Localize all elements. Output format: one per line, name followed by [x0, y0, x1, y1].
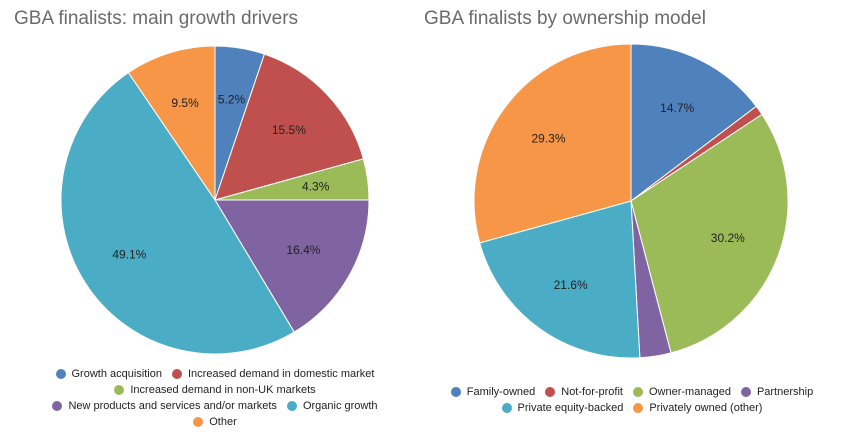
- legend-marker-icon: [633, 387, 643, 397]
- legend-item-other[interactable]: Other: [193, 416, 237, 428]
- legend-label: Growth acquisition: [71, 368, 163, 380]
- pie-slice-other: [127, 45, 216, 202]
- legend-row: New products and services and/or markets…: [0, 398, 430, 414]
- legend-item-new-products-and-services-and-or-markets[interactable]: New products and services and/or markets: [52, 400, 277, 412]
- legend-marker-icon: [193, 417, 204, 427]
- legend-marker-icon: [450, 387, 461, 397]
- legend-marker-icon: [172, 369, 182, 379]
- chart-title-ownership-model: GBA finalists by ownership model: [424, 8, 706, 29]
- legend-label: Increased demand in non-UK markets: [130, 384, 316, 396]
- legend-row: Other: [0, 414, 430, 430]
- data-label-other: 9.5%: [171, 96, 199, 110]
- legend-row: Private equity-backed Privately owned (ot…: [420, 400, 844, 416]
- data-label-growth-acquisition: 5.2%: [218, 93, 246, 107]
- legend-growth-drivers: Growth acquisition Increased demand in do…: [0, 366, 430, 430]
- legend-row: Family-owned Not-for-profit Owner-managed P…: [420, 384, 844, 400]
- legend-label: Partnership: [756, 386, 814, 398]
- legend-item-increased-demand-in-non-uk-markets[interactable]: Increased demand in non-UK markets: [114, 384, 316, 396]
- data-label-increased-demand-in-non-uk-markets: 4.3%: [302, 179, 330, 193]
- legend-item-partnership[interactable]: Partnership: [740, 386, 814, 398]
- legend-label: Owner-managed: [649, 386, 731, 398]
- legend-item-private-equity-backed[interactable]: Private equity-backed: [501, 402, 624, 414]
- legend-item-owner-managed[interactable]: Owner-managed: [633, 386, 731, 398]
- pie-slice-increased-demand-in-domestic-market: [214, 53, 365, 201]
- legend-label: Increased demand in domestic market: [188, 368, 375, 380]
- legend-ownership-model: Family-owned Not-for-profit Owner-managed P…: [420, 384, 844, 416]
- legend-marker-icon: [286, 401, 297, 411]
- data-label-increased-demand-in-domestic-market: 15.5%: [272, 123, 306, 137]
- legend-item-organic-growth[interactable]: Organic growth: [286, 400, 378, 412]
- legend-label: Privately owned (other): [649, 402, 763, 414]
- legend-item-family-owned[interactable]: Family-owned: [450, 386, 536, 398]
- legend-label: Organic growth: [302, 400, 378, 412]
- legend-item-privately-owned-other[interactable]: Privately owned (other): [633, 402, 762, 414]
- legend-marker-icon: [633, 403, 644, 413]
- legend-marker-icon: [52, 401, 63, 411]
- data-label-organic-growth: 49.1%: [112, 248, 146, 262]
- legend-item-not-for-profit[interactable]: Not-for-profit: [545, 386, 623, 398]
- legend-row: Growth acquisition Increased demand in do…: [0, 366, 430, 382]
- legend-label: Not-for-profit: [561, 386, 623, 398]
- legend-label: New products and services and/or markets: [68, 400, 277, 412]
- chart-title-growth-drivers: GBA finalists: main growth drivers: [14, 8, 299, 29]
- legend-row: Increased demand in non-UK markets: [0, 382, 430, 398]
- legend-marker-icon: [740, 387, 751, 397]
- legend-label: Other: [209, 416, 237, 428]
- legend-label: Private equity-backed: [517, 402, 624, 414]
- pie-slice-organic-growth: [60, 71, 295, 355]
- data-label-new-products-and-services-and-or-markets: 16.4%: [286, 243, 320, 257]
- legend-marker-icon: [114, 385, 125, 395]
- legend-marker-icon: [501, 403, 512, 413]
- legend-marker-icon: [545, 387, 556, 397]
- legend-item-increased-demand-in-domestic-market[interactable]: Increased demand in domestic market: [172, 368, 374, 380]
- pie-slice-new-products-and-services-and-or-markets: [214, 199, 370, 333]
- legend-item-growth-acquisition[interactable]: Growth acquisition: [55, 368, 163, 380]
- legend-marker-icon: [55, 369, 66, 379]
- legend-label: Family-owned: [466, 386, 536, 398]
